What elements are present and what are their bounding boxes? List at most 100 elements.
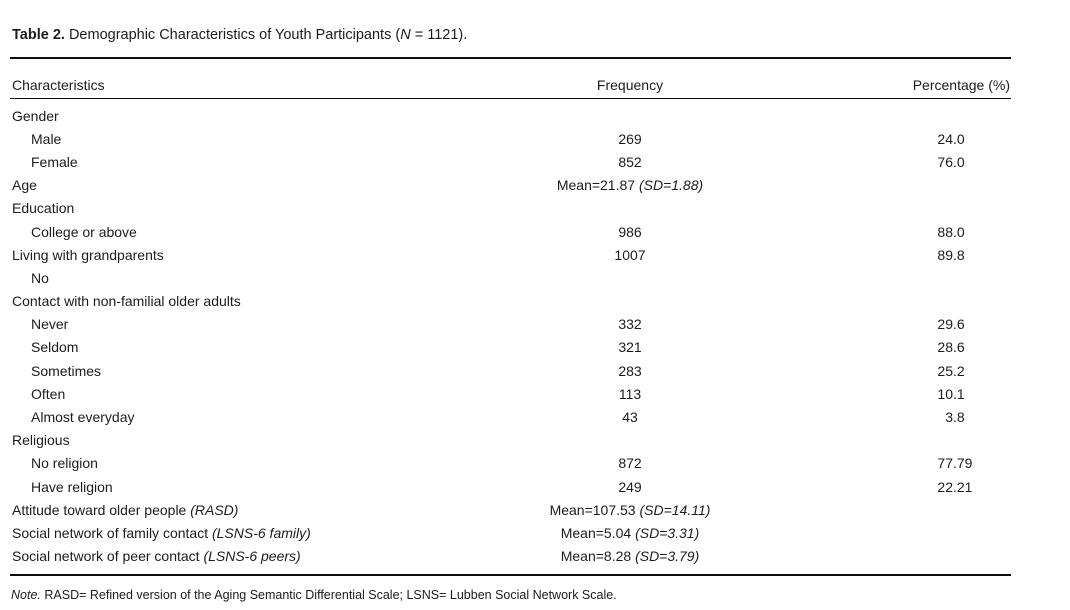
row-percentage xyxy=(820,545,1011,575)
row-frequency xyxy=(440,99,820,128)
table-row: Attitude toward older people (RASD) Mean=… xyxy=(10,498,1011,521)
row-frequency: 872 xyxy=(440,452,820,475)
row-label: Never xyxy=(10,313,440,336)
text-segment: Have religion xyxy=(31,478,113,495)
text-segment: No religion xyxy=(31,455,98,472)
table-row: Sometimes 283 25.2 xyxy=(10,359,1011,382)
table-row: Seldom 321 28.6 xyxy=(10,336,1011,359)
percentage-fraction: .79 xyxy=(953,455,973,472)
row-frequency: 332 xyxy=(440,313,820,336)
text-segment: (SD=14.11) xyxy=(639,501,711,518)
text-segment: = 1121). xyxy=(410,27,468,43)
row-label: Social network of family contact (LSNS-6… xyxy=(10,521,440,544)
text-segment: 872 xyxy=(618,455,642,472)
row-percentage: 10.1 xyxy=(820,382,1011,405)
text-segment: (SD=3.79) xyxy=(635,548,700,565)
text-segment: Almost everyday xyxy=(31,409,135,426)
row-label: Contact with non-familial older adults xyxy=(10,290,440,313)
row-percentage xyxy=(820,197,1011,220)
percentage-fraction: .0 xyxy=(953,153,965,170)
percentage-fraction: .1 xyxy=(953,385,965,402)
row-percentage xyxy=(820,99,1011,128)
text-segment: 249 xyxy=(618,478,642,495)
row-percentage: 3.8 xyxy=(820,405,1011,428)
row-frequency xyxy=(440,290,820,313)
text-segment: Female xyxy=(31,153,78,170)
percentage-integer: 10 xyxy=(937,385,953,402)
table-row: Religious xyxy=(10,429,1011,452)
table-row: Living with grandparents 1007 89.8 xyxy=(10,243,1011,266)
text-segment: Mean=5.04 xyxy=(560,524,636,541)
table-row: Age Mean=21.87 (SD=1.88) xyxy=(10,174,1011,197)
row-label: Social network of peer contact (LSNS-6 p… xyxy=(10,545,440,575)
row-label: Gender xyxy=(10,99,440,128)
row-percentage xyxy=(820,290,1011,313)
percentage-integer: 28 xyxy=(937,339,953,356)
row-frequency: 1007 xyxy=(440,243,820,266)
text-segment: (RASD) xyxy=(190,501,239,518)
paper-page: Table 2. Demographic Characteristics of … xyxy=(10,0,1011,603)
row-frequency: 113 xyxy=(440,382,820,405)
table-title: Table 2. Demographic Characteristics of … xyxy=(12,27,1011,44)
demographics-table: Characteristics Frequency Percentage (%)… xyxy=(10,57,1011,576)
row-percentage: 76.0 xyxy=(820,150,1011,173)
row-frequency: Mean=8.28 (SD=3.79) xyxy=(440,545,820,575)
row-percentage: 28.6 xyxy=(820,336,1011,359)
text-segment: Mean=107.53 xyxy=(549,501,640,518)
row-label: Have religion xyxy=(10,475,440,498)
row-percentage xyxy=(820,174,1011,197)
row-frequency: 43 xyxy=(440,405,820,428)
table-row: Social network of family contact (LSNS-6… xyxy=(10,521,1011,544)
text-segment: Mean=8.28 xyxy=(560,548,636,565)
percentage-fraction: .6 xyxy=(953,316,965,333)
col-header-characteristics: Characteristics xyxy=(12,77,105,93)
table-row: Often 113 10.1 xyxy=(10,382,1011,405)
row-label: Education xyxy=(10,197,440,220)
row-percentage xyxy=(820,498,1011,521)
table-row: Male 269 24.0 xyxy=(10,127,1011,150)
row-percentage xyxy=(820,429,1011,452)
text-segment: 986 xyxy=(618,223,642,240)
text-segment: Social network of family contact xyxy=(12,524,212,541)
text-segment: RASD= Refined version of the Aging Seman… xyxy=(40,587,617,602)
percentage-fraction: .2 xyxy=(953,362,965,379)
row-frequency xyxy=(440,429,820,452)
text-segment: Demographic Characteristics of Youth Par… xyxy=(64,27,401,43)
table-row: Social network of peer contact (LSNS-6 p… xyxy=(10,545,1011,575)
text-segment: (SD=3.31) xyxy=(635,524,700,541)
text-segment: Contact with non-familial older adults xyxy=(12,293,241,310)
row-frequency: Mean=107.53 (SD=14.11) xyxy=(440,498,820,521)
text-segment: Age xyxy=(12,177,37,194)
table-body: Gender Male 269 24.0 Female 852 76.0 Age Mean=21… xyxy=(10,99,1011,575)
percentage-integer: 88 xyxy=(937,223,953,240)
row-label: College or above xyxy=(10,220,440,243)
percentage-integer: 25 xyxy=(937,362,953,379)
row-frequency: 852 xyxy=(440,150,820,173)
percentage-fraction: .0 xyxy=(953,223,965,240)
percentage-integer: 29 xyxy=(937,316,953,333)
table-row: Education xyxy=(10,197,1011,220)
percentage-fraction: .6 xyxy=(953,339,965,356)
percentage-integer: 76 xyxy=(937,153,953,170)
table-row: Never 332 29.6 xyxy=(10,313,1011,336)
table-row: College or above 986 88.0 xyxy=(10,220,1011,243)
percentage-fraction: .21 xyxy=(953,478,973,495)
row-label: Living with grandparents xyxy=(10,243,440,266)
text-segment: No xyxy=(31,269,49,286)
text-segment: Table 2. xyxy=(12,27,65,43)
percentage-integer: 89 xyxy=(937,246,953,263)
row-frequency: 249 xyxy=(440,475,820,498)
text-segment: 852 xyxy=(618,153,642,170)
text-segment: Gender xyxy=(12,107,59,124)
text-segment: (LSNS-6 family) xyxy=(211,524,311,541)
text-segment: (SD=1.88) xyxy=(638,177,704,194)
col-header-percentage: Percentage (%) xyxy=(912,77,1010,93)
row-percentage: 25.2 xyxy=(820,359,1011,382)
row-percentage: 88.0 xyxy=(820,220,1011,243)
row-frequency: 269 xyxy=(440,127,820,150)
table-row: No religion 872 77.79 xyxy=(10,452,1011,475)
percentage-fraction: .8 xyxy=(953,246,965,263)
table-row: Female 852 76.0 xyxy=(10,150,1011,173)
text-segment: Religious xyxy=(12,432,70,449)
text-segment: Often xyxy=(31,385,66,402)
